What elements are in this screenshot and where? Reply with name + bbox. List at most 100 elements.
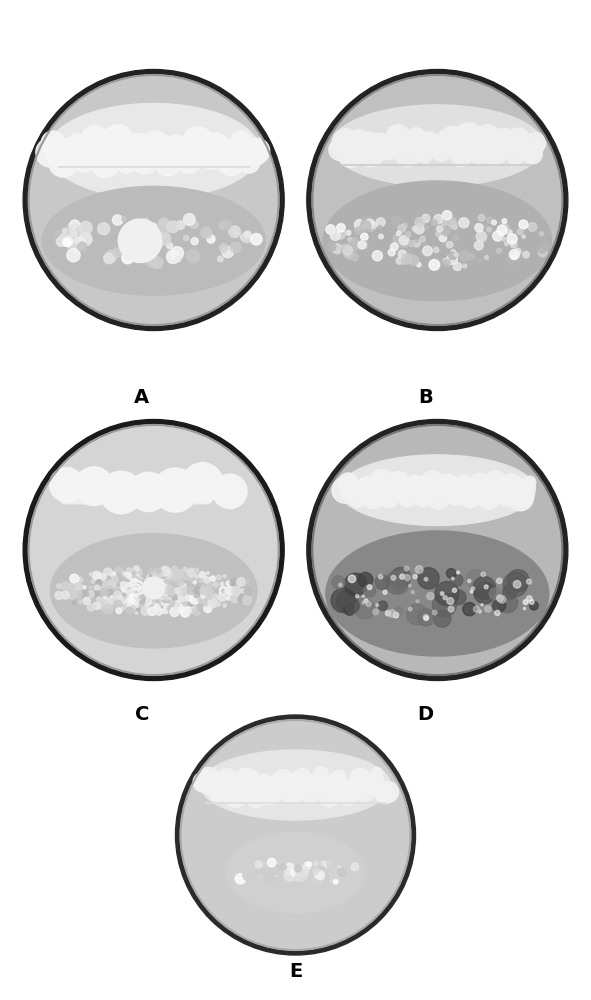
Circle shape — [135, 593, 142, 600]
Circle shape — [304, 779, 322, 796]
Circle shape — [67, 590, 76, 599]
Circle shape — [435, 582, 459, 606]
Circle shape — [238, 596, 244, 603]
Circle shape — [384, 489, 400, 504]
Circle shape — [230, 578, 239, 587]
Circle shape — [463, 602, 476, 616]
Circle shape — [503, 572, 527, 597]
Circle shape — [436, 232, 441, 237]
Circle shape — [423, 615, 428, 620]
Circle shape — [69, 140, 95, 166]
Circle shape — [369, 221, 376, 229]
Circle shape — [155, 586, 162, 593]
Circle shape — [348, 240, 359, 251]
Circle shape — [495, 610, 500, 616]
Circle shape — [232, 586, 241, 595]
Circle shape — [369, 475, 389, 496]
Circle shape — [140, 588, 144, 592]
Circle shape — [272, 776, 284, 787]
Circle shape — [59, 233, 72, 246]
Circle shape — [225, 785, 241, 801]
Circle shape — [146, 589, 153, 596]
Circle shape — [73, 601, 76, 604]
Circle shape — [431, 220, 437, 226]
Circle shape — [202, 149, 223, 169]
Circle shape — [415, 217, 425, 227]
Circle shape — [53, 230, 64, 241]
Circle shape — [61, 582, 70, 591]
Circle shape — [110, 576, 118, 585]
Circle shape — [208, 598, 217, 608]
Circle shape — [484, 585, 488, 589]
Circle shape — [127, 590, 131, 594]
Circle shape — [294, 876, 299, 881]
Circle shape — [336, 782, 354, 800]
Circle shape — [159, 602, 163, 606]
Circle shape — [121, 579, 130, 588]
Circle shape — [301, 781, 314, 793]
Circle shape — [366, 601, 371, 607]
Circle shape — [301, 784, 320, 803]
Circle shape — [194, 588, 201, 594]
Circle shape — [82, 146, 98, 162]
Circle shape — [221, 589, 225, 593]
Circle shape — [190, 594, 200, 604]
Circle shape — [241, 140, 267, 166]
Circle shape — [28, 75, 279, 325]
Circle shape — [219, 221, 227, 229]
Circle shape — [355, 599, 375, 619]
Circle shape — [486, 132, 511, 157]
Circle shape — [44, 137, 72, 164]
Circle shape — [242, 778, 267, 803]
Circle shape — [183, 214, 195, 225]
Circle shape — [153, 569, 163, 579]
Circle shape — [137, 599, 143, 605]
Circle shape — [155, 602, 159, 606]
Circle shape — [355, 132, 381, 159]
Circle shape — [514, 248, 521, 255]
Circle shape — [378, 601, 388, 610]
Circle shape — [360, 241, 368, 249]
Circle shape — [144, 218, 148, 222]
Circle shape — [409, 240, 415, 247]
Circle shape — [325, 875, 330, 880]
Circle shape — [160, 566, 170, 576]
Circle shape — [431, 140, 447, 155]
Circle shape — [476, 231, 486, 242]
Circle shape — [353, 780, 375, 802]
Circle shape — [141, 607, 150, 615]
Circle shape — [161, 230, 169, 238]
Circle shape — [523, 600, 528, 604]
Circle shape — [23, 420, 284, 680]
Circle shape — [447, 254, 457, 264]
Circle shape — [466, 570, 485, 588]
Circle shape — [183, 463, 223, 503]
Circle shape — [363, 485, 376, 498]
Circle shape — [509, 250, 519, 259]
Circle shape — [101, 586, 106, 591]
Circle shape — [48, 148, 78, 177]
Circle shape — [76, 228, 82, 234]
Circle shape — [459, 218, 469, 228]
Circle shape — [70, 220, 80, 230]
Circle shape — [364, 483, 388, 507]
Circle shape — [209, 589, 212, 593]
Circle shape — [344, 604, 355, 615]
Circle shape — [502, 585, 517, 599]
Circle shape — [506, 475, 521, 490]
Circle shape — [152, 591, 157, 596]
Circle shape — [155, 583, 160, 587]
Circle shape — [443, 259, 450, 266]
Circle shape — [158, 575, 164, 581]
Circle shape — [139, 595, 148, 604]
Circle shape — [244, 231, 251, 237]
Circle shape — [415, 566, 423, 573]
Circle shape — [449, 487, 467, 505]
Circle shape — [148, 607, 156, 616]
Circle shape — [91, 580, 95, 583]
Circle shape — [376, 785, 395, 804]
Circle shape — [145, 594, 150, 599]
Circle shape — [270, 868, 275, 873]
Circle shape — [283, 780, 306, 803]
Circle shape — [530, 601, 538, 610]
